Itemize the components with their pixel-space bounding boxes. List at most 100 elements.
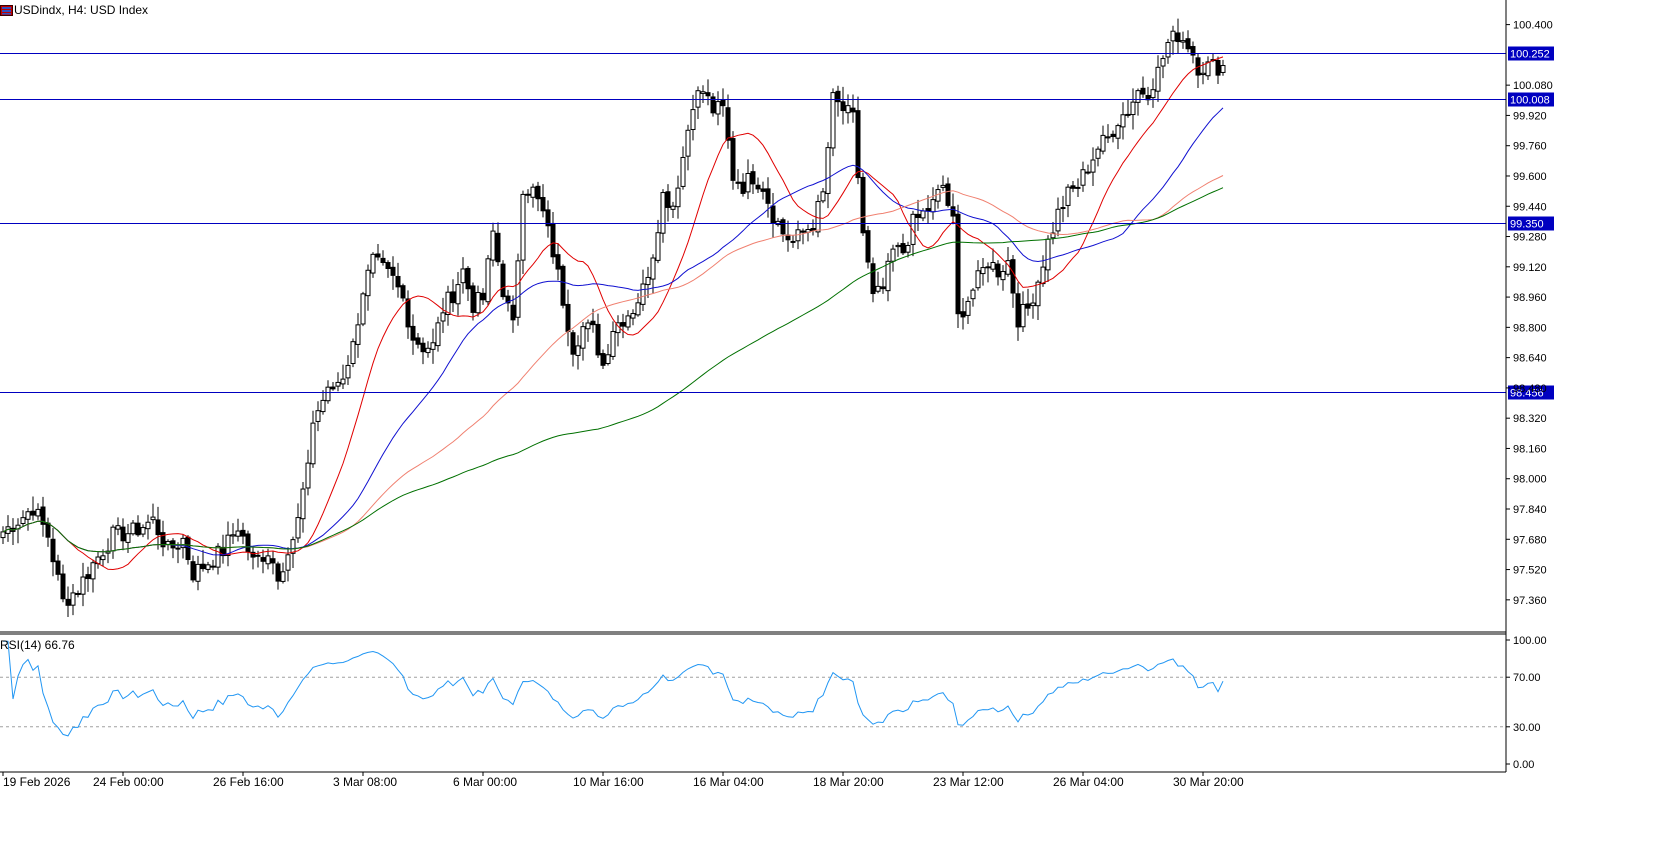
candle[interactable] [960, 298, 966, 330]
candle[interactable] [60, 564, 66, 603]
candle[interactable] [1165, 38, 1171, 64]
candle[interactable] [425, 341, 431, 358]
candle[interactable] [900, 233, 906, 256]
candle[interactable] [1095, 146, 1101, 167]
candle[interactable] [1160, 55, 1166, 79]
candle[interactable] [840, 86, 846, 125]
candle[interactable] [360, 291, 366, 327]
candle[interactable] [270, 550, 276, 575]
candle[interactable] [1125, 99, 1131, 118]
candle[interactable] [780, 217, 786, 243]
candle[interactable] [190, 555, 196, 583]
candle[interactable] [1075, 178, 1081, 197]
candle[interactable] [40, 496, 46, 537]
candle[interactable] [245, 530, 251, 561]
candle[interactable] [95, 551, 101, 569]
candle[interactable] [470, 282, 476, 321]
candle[interactable] [995, 260, 1001, 286]
candle[interactable] [610, 321, 616, 360]
candle[interactable] [1085, 164, 1091, 175]
candle[interactable] [1070, 181, 1076, 193]
candle[interactable] [585, 319, 591, 342]
candle[interactable] [1080, 161, 1086, 192]
candle[interactable] [260, 549, 266, 574]
rsi-pane[interactable] [0, 640, 1506, 737]
candle[interactable] [855, 96, 861, 185]
candle[interactable] [890, 244, 896, 272]
candle[interactable] [575, 335, 581, 370]
candle[interactable] [1030, 293, 1036, 319]
candle[interactable] [595, 313, 601, 359]
candle[interactable] [10, 518, 16, 546]
candle[interactable] [1155, 55, 1161, 102]
candle[interactable] [1170, 25, 1176, 55]
candle[interactable] [705, 79, 711, 106]
candle[interactable] [450, 279, 456, 312]
candle[interactable] [185, 535, 191, 565]
candle[interactable] [250, 547, 256, 570]
candle[interactable] [465, 265, 471, 302]
candle[interactable] [750, 164, 756, 195]
candle[interactable] [230, 523, 236, 545]
candle[interactable] [1110, 130, 1116, 143]
candle[interactable] [835, 85, 841, 117]
candle[interactable] [885, 253, 891, 302]
candle[interactable] [395, 262, 401, 298]
candle[interactable] [310, 410, 316, 468]
candle[interactable] [460, 257, 466, 294]
candle[interactable] [905, 241, 911, 258]
candle[interactable] [690, 94, 696, 141]
candle[interactable] [50, 527, 56, 577]
candle[interactable] [580, 321, 586, 361]
candle[interactable] [365, 264, 371, 311]
candle[interactable] [70, 584, 76, 616]
candle[interactable] [745, 159, 751, 200]
candle[interactable] [695, 86, 701, 120]
candle[interactable] [1105, 124, 1111, 143]
candle[interactable] [225, 521, 231, 567]
candle[interactable] [90, 559, 96, 593]
candle[interactable] [1215, 56, 1221, 84]
candle[interactable] [1000, 265, 1006, 291]
candle[interactable] [355, 313, 361, 358]
candle[interactable] [1060, 195, 1066, 223]
candle[interactable] [1150, 78, 1156, 108]
candle[interactable] [495, 222, 501, 266]
candle[interactable] [1120, 102, 1126, 140]
candle[interactable] [605, 343, 611, 366]
candle[interactable] [1005, 246, 1011, 277]
candle[interactable] [180, 534, 186, 559]
candle[interactable] [555, 243, 561, 281]
candle[interactable] [285, 547, 291, 582]
candle[interactable] [240, 522, 246, 545]
candle[interactable] [1195, 53, 1201, 88]
candle[interactable] [985, 262, 991, 283]
candle[interactable] [505, 289, 511, 312]
candle[interactable] [480, 288, 486, 305]
candle[interactable] [15, 518, 21, 544]
candle[interactable] [815, 194, 821, 238]
candle[interactable] [520, 190, 526, 275]
candle[interactable] [1180, 31, 1186, 49]
candle[interactable] [785, 220, 791, 252]
candle[interactable] [760, 181, 766, 200]
candle[interactable] [25, 508, 31, 531]
candle[interactable] [1140, 76, 1146, 98]
candle[interactable] [115, 517, 121, 536]
candle[interactable] [170, 538, 176, 559]
candle[interactable] [860, 172, 866, 237]
candle[interactable] [535, 181, 541, 212]
candle[interactable] [155, 506, 161, 550]
candle[interactable] [895, 242, 901, 257]
candle[interactable] [530, 183, 536, 208]
candle[interactable] [970, 288, 976, 307]
candle[interactable] [680, 146, 686, 190]
candle[interactable] [1055, 197, 1061, 237]
candle[interactable] [735, 169, 741, 190]
candle[interactable] [755, 177, 761, 194]
candle[interactable] [930, 187, 936, 220]
candle[interactable] [160, 520, 166, 557]
candle[interactable] [485, 254, 491, 306]
candle[interactable] [820, 188, 826, 204]
candle[interactable] [545, 200, 551, 238]
